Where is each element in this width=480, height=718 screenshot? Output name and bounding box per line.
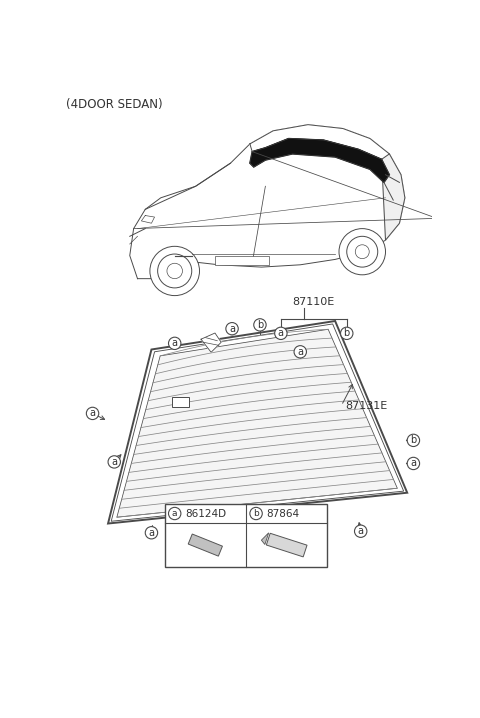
- Text: a: a: [276, 536, 282, 546]
- Text: a: a: [148, 528, 155, 538]
- Text: b: b: [410, 435, 417, 445]
- Polygon shape: [130, 125, 405, 279]
- Polygon shape: [142, 215, 155, 223]
- Circle shape: [407, 457, 420, 470]
- Text: a: a: [297, 347, 303, 357]
- Circle shape: [207, 534, 220, 546]
- Bar: [266, 533, 307, 557]
- Text: a: a: [172, 338, 178, 348]
- Text: a: a: [111, 457, 117, 467]
- Polygon shape: [250, 125, 389, 159]
- Circle shape: [275, 327, 287, 340]
- Bar: [188, 534, 222, 556]
- Text: b: b: [344, 328, 350, 338]
- Text: (4DOOR SEDAN): (4DOOR SEDAN): [66, 98, 163, 111]
- Polygon shape: [201, 333, 221, 353]
- Text: b: b: [253, 509, 259, 518]
- Text: 87131E: 87131E: [345, 401, 387, 411]
- Text: a: a: [210, 536, 216, 546]
- Circle shape: [294, 345, 306, 358]
- Text: b: b: [257, 320, 263, 330]
- Text: a: a: [90, 409, 96, 419]
- Text: 87864: 87864: [266, 508, 299, 518]
- Bar: [215, 256, 269, 265]
- Bar: [172, 397, 189, 407]
- Text: a: a: [358, 526, 364, 536]
- Text: 86124D: 86124D: [185, 508, 226, 518]
- Polygon shape: [117, 330, 397, 517]
- Text: a: a: [410, 459, 417, 468]
- Circle shape: [340, 327, 353, 340]
- Bar: [165, 504, 327, 567]
- Circle shape: [254, 319, 266, 331]
- Circle shape: [272, 534, 285, 546]
- Text: a: a: [229, 324, 235, 334]
- Text: a: a: [172, 509, 178, 518]
- Circle shape: [145, 526, 157, 539]
- Text: 87110E: 87110E: [292, 297, 335, 307]
- Text: a: a: [278, 328, 284, 338]
- Polygon shape: [262, 533, 269, 544]
- Circle shape: [250, 508, 262, 520]
- Circle shape: [339, 228, 385, 275]
- Circle shape: [150, 246, 200, 296]
- Circle shape: [108, 456, 120, 468]
- Circle shape: [407, 434, 420, 447]
- Circle shape: [355, 525, 367, 537]
- Polygon shape: [108, 321, 407, 523]
- Circle shape: [168, 508, 181, 520]
- Circle shape: [86, 407, 99, 419]
- Circle shape: [226, 322, 238, 335]
- Polygon shape: [382, 154, 405, 240]
- Polygon shape: [250, 139, 389, 182]
- Polygon shape: [111, 324, 404, 521]
- Circle shape: [168, 337, 181, 350]
